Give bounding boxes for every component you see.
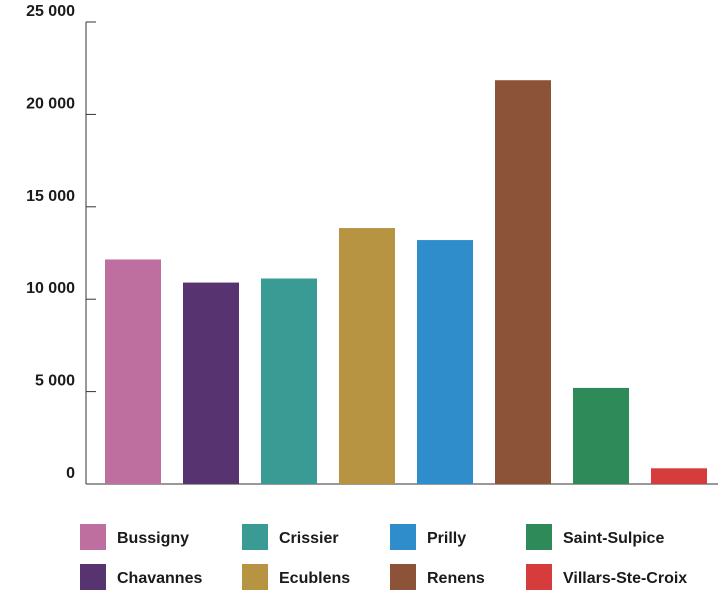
- legend-label: Prilly: [427, 530, 466, 547]
- legend-item-saint-sulpice: Saint-Sulpice: [526, 524, 664, 550]
- legend-item-bussigny: Bussigny: [80, 524, 189, 550]
- legend-label: Ecublens: [279, 570, 350, 587]
- y-tick-label: 0: [66, 465, 75, 482]
- legend-label: Chavannes: [117, 570, 202, 587]
- legend-item-chavannes: Chavannes: [80, 564, 202, 590]
- legend-swatch: [80, 524, 106, 550]
- y-tick-label: 20 000: [26, 95, 75, 112]
- bar-saint-sulpice: [573, 387, 629, 484]
- bar-bussigny: [105, 259, 161, 484]
- bar-ecublens: [339, 228, 395, 484]
- y-tick-label: 25 000: [26, 3, 75, 20]
- legend-swatch: [390, 524, 416, 550]
- legend-label: Renens: [427, 570, 485, 587]
- legend-swatch: [80, 564, 106, 590]
- legend-swatch: [242, 564, 268, 590]
- y-tick-label: 15 000: [26, 188, 75, 205]
- y-tick-label: 5 000: [35, 373, 75, 390]
- legend-label: Bussigny: [117, 530, 189, 547]
- bar-renens: [495, 80, 551, 484]
- bar-villars-ste-croix: [651, 468, 707, 484]
- legend-item-renens: Renens: [390, 564, 485, 590]
- legend-label: Crissier: [279, 530, 339, 547]
- bar-chavannes: [183, 282, 239, 484]
- bar-prilly: [417, 240, 473, 484]
- y-axis: 0 5 000 10 000 15 000 20 000 25 000: [26, 3, 718, 485]
- legend-swatch: [526, 524, 552, 550]
- legend-item-ecublens: Ecublens: [242, 564, 350, 590]
- legend-item-prilly: Prilly: [390, 524, 466, 550]
- legend-item-crissier: Crissier: [242, 524, 339, 550]
- legend-label: Villars-Ste-Croix: [563, 570, 687, 587]
- legend-swatch: [390, 564, 416, 590]
- bar-crissier: [261, 278, 317, 484]
- legend-item-villars-ste-croix: Villars-Ste-Croix: [526, 564, 687, 590]
- bars: [105, 80, 707, 484]
- legend-swatch: [526, 564, 552, 590]
- legend-swatch: [242, 524, 268, 550]
- legend: Bussigny Chavannes Crissier Ecublens Prilly R…: [80, 524, 687, 590]
- y-tick-label: 10 000: [26, 280, 75, 297]
- legend-label: Saint-Sulpice: [563, 530, 664, 547]
